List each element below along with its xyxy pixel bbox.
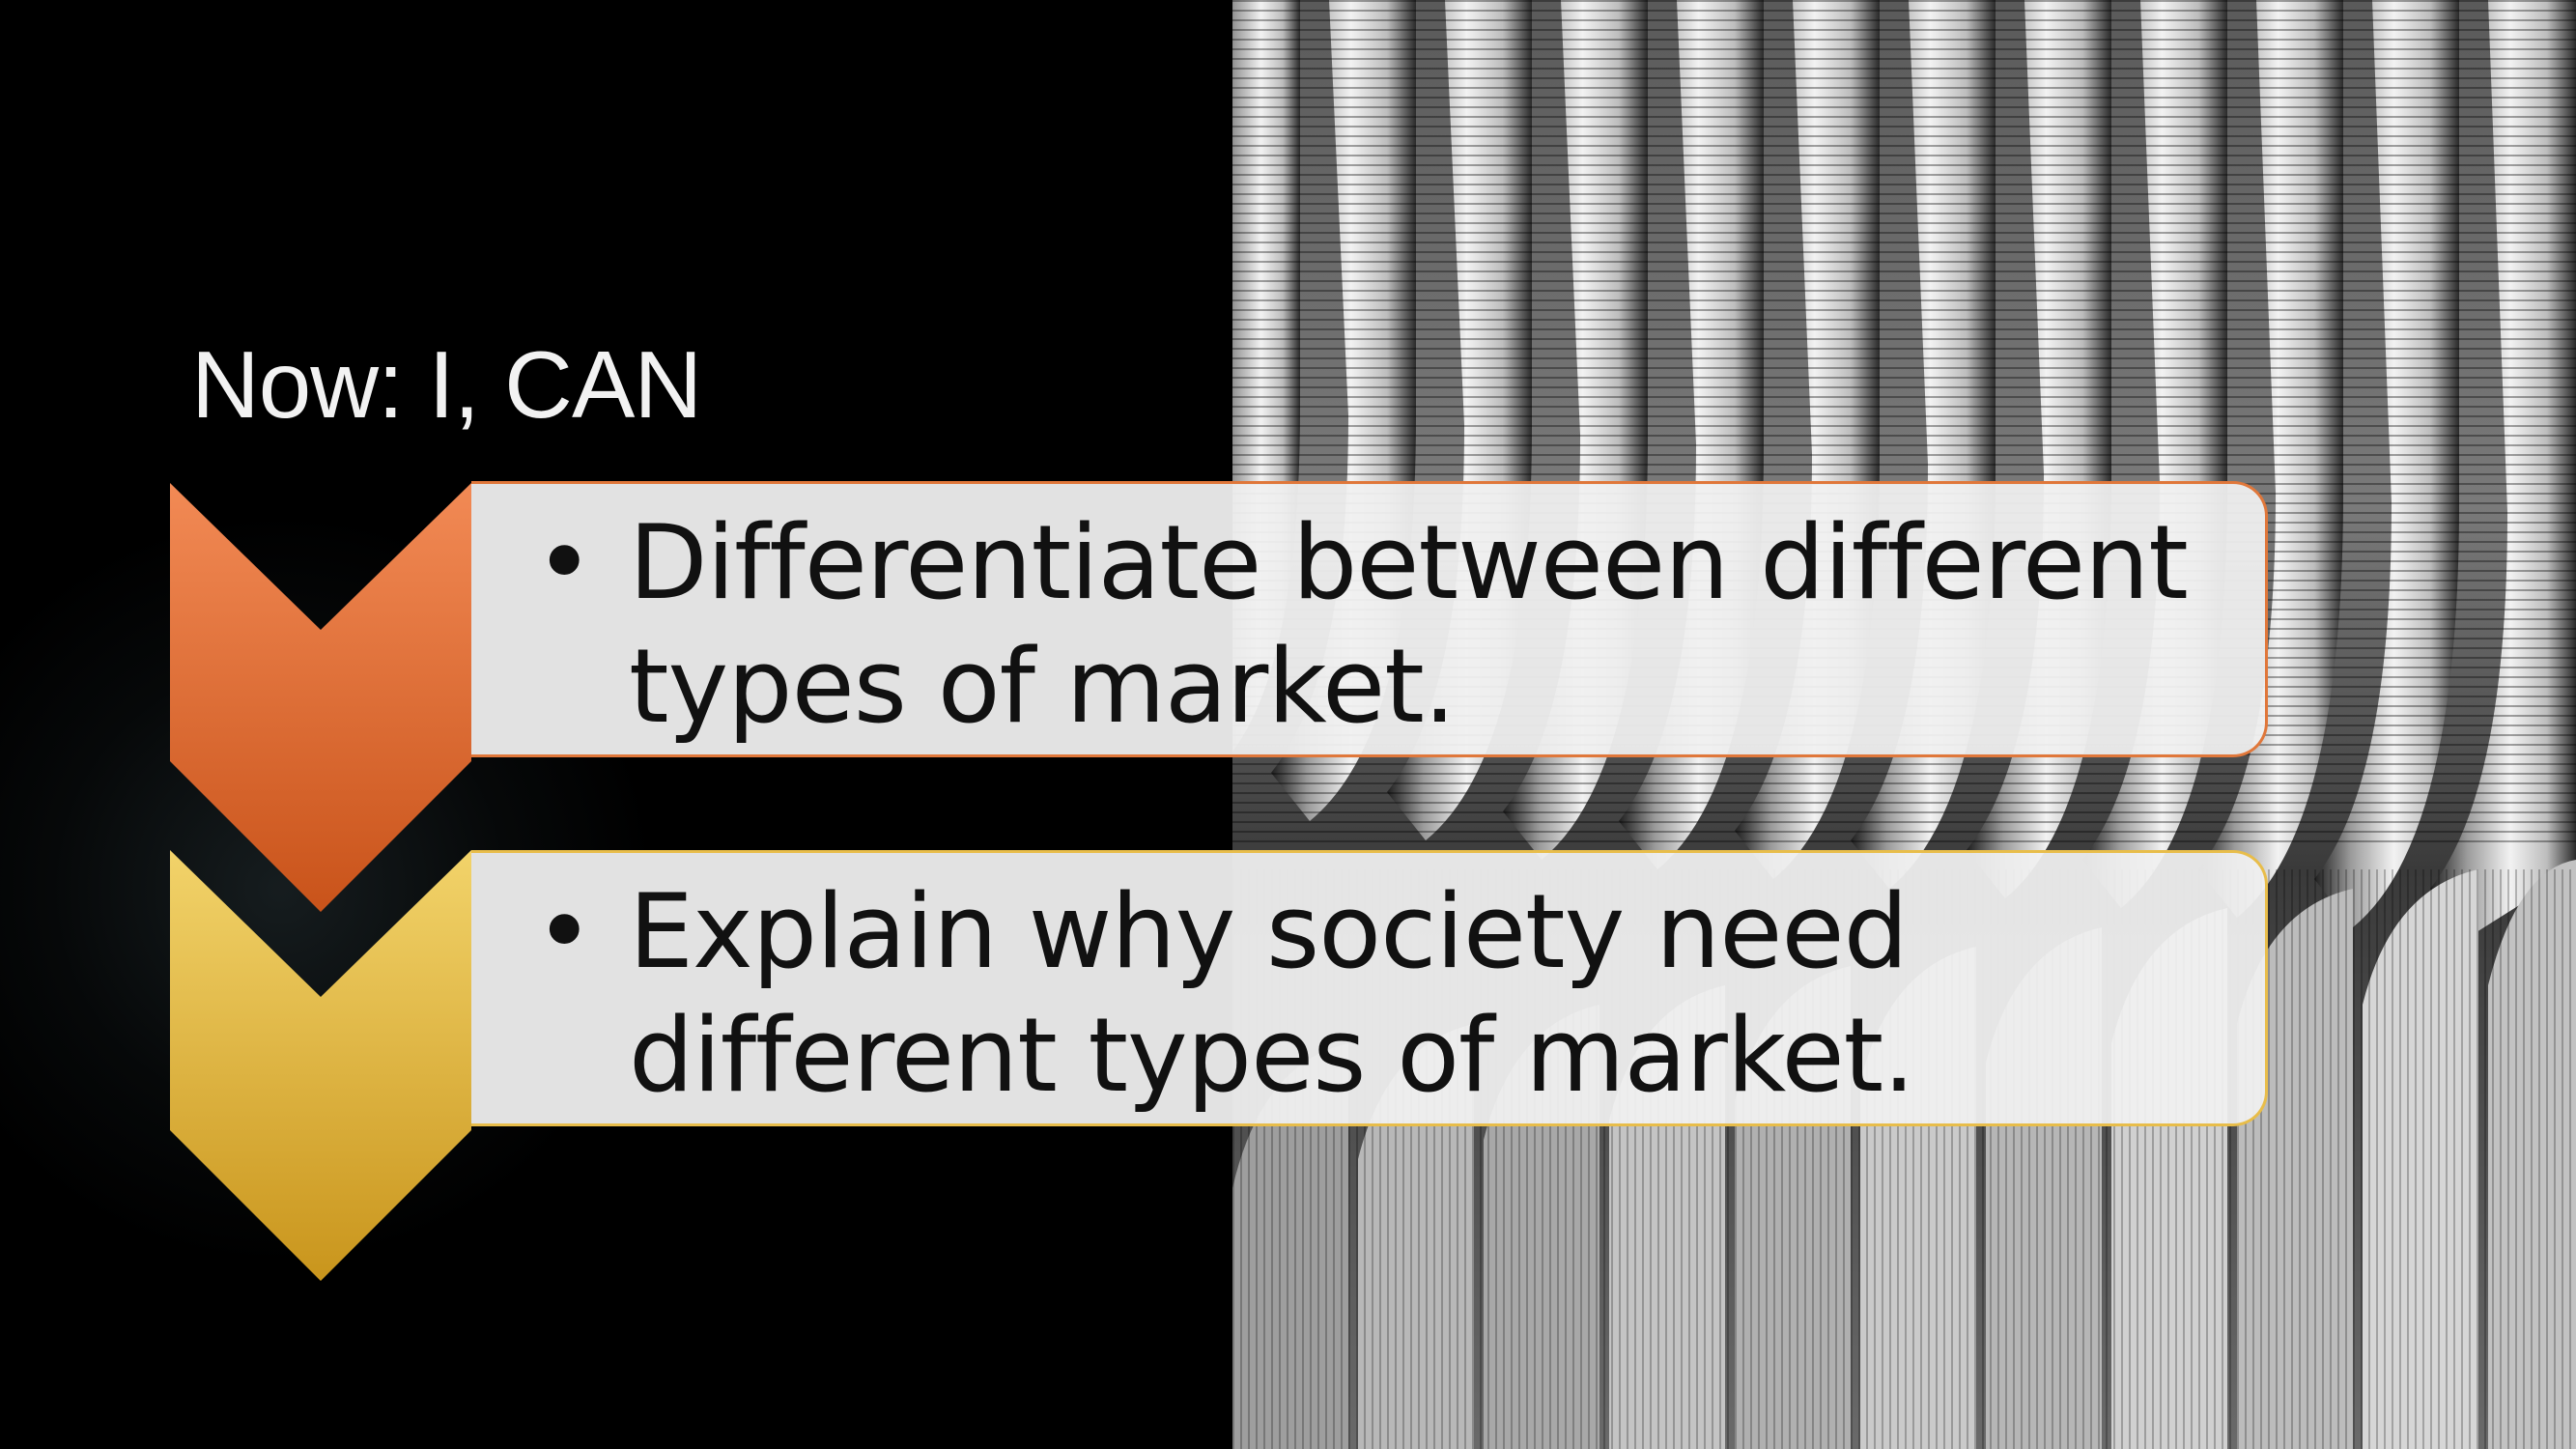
- list-item: • Explain why society need different typ…: [471, 850, 2268, 1126]
- item-text: Differentiate between different types of…: [629, 503, 2189, 746]
- item-text: Explain why society need different types…: [629, 872, 1915, 1115]
- chevron-down-icon: [170, 850, 471, 1281]
- chevron-down-icon: [170, 483, 471, 912]
- slide-title: Now: I, CAN: [191, 331, 702, 438]
- list-item: • Differentiate between different types …: [471, 481, 2268, 757]
- bullet-icon: •: [534, 872, 595, 991]
- bullet-icon: •: [534, 503, 595, 622]
